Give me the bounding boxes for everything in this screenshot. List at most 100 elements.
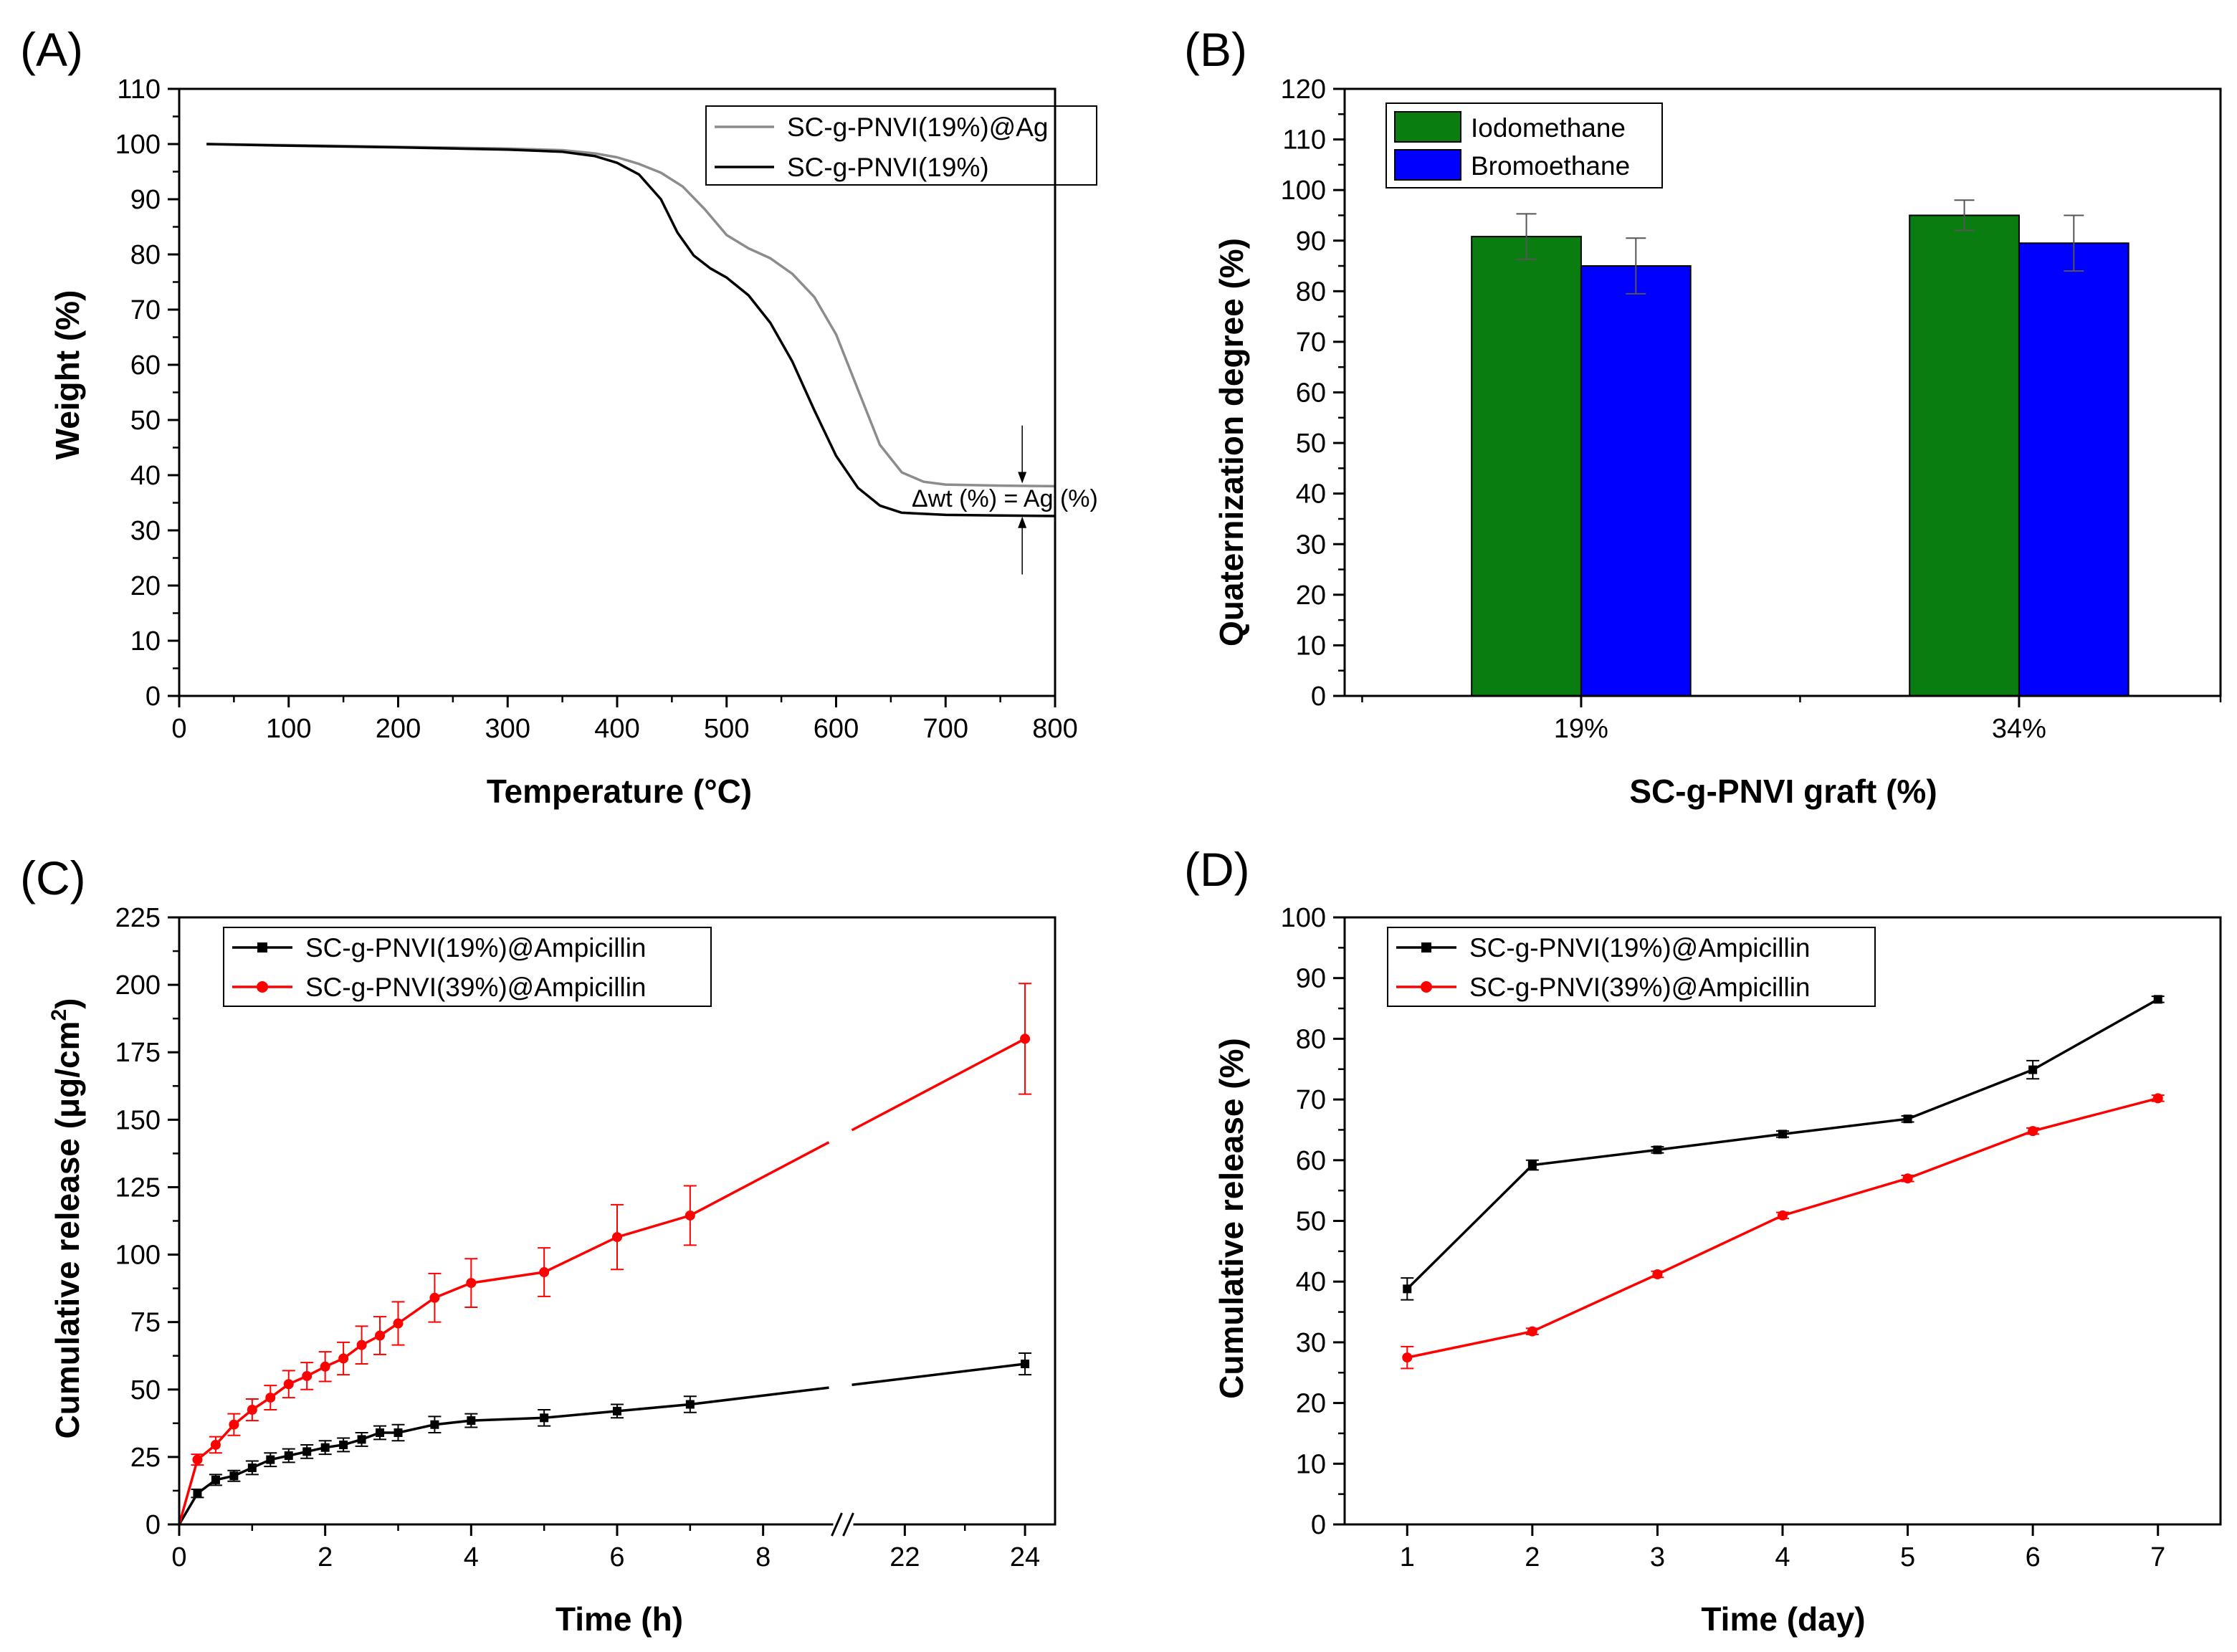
panel-a-annotation-text: Δwt (%) = Ag (%) xyxy=(912,485,1098,512)
panel-c-y-tick-label: 150 xyxy=(115,1105,161,1135)
panel-d-plot-frame xyxy=(1343,916,2222,1526)
panel-c-x-tick-label: 8 xyxy=(755,1542,771,1572)
panel-a-y-tick-label: 60 xyxy=(130,350,161,381)
panel-d-x-axis-title: Time (day) xyxy=(1701,1600,1865,1638)
panel-d-series-39-point xyxy=(1778,1210,1788,1221)
panel-d-series-19-point xyxy=(2028,1065,2038,1074)
panel-c-x-tick-label: 22 xyxy=(889,1542,920,1572)
panel-c-series-39-point xyxy=(612,1232,622,1243)
panel-c-plot-frame xyxy=(178,916,1057,1526)
panel-b-y-tick-label: 120 xyxy=(1281,75,1326,105)
panel-d-legend-label-19: SC-g-PNVI(19%)@Ampicillin xyxy=(1469,933,1811,963)
panel-c-axis-break-mark xyxy=(831,1512,843,1537)
panel-b-legend-label-bromoethane: Bromoethane xyxy=(1471,151,1630,181)
panel-a-x-tick-label: 600 xyxy=(814,714,859,744)
panel-c-series-39-point xyxy=(192,1454,203,1465)
panel-a-x-tick-label: 500 xyxy=(704,714,749,744)
panel-c-x-tick-label: 6 xyxy=(609,1542,624,1572)
panel-b-x-axis-title: SC-g-PNVI graft (%) xyxy=(1629,773,1937,810)
panel-c-series-19-point xyxy=(357,1435,366,1444)
panel-c-y-axis-title-end: ) xyxy=(49,998,86,1009)
panel-d-x-tick-label: 2 xyxy=(1525,1542,1540,1572)
panel-c-series-39-point xyxy=(375,1330,386,1341)
panel-d-y-tick-label: 90 xyxy=(1296,964,1326,994)
panel-c-series-39-point xyxy=(320,1361,330,1372)
panel-c-label: (C) xyxy=(20,851,86,904)
panel-c-y-tick-label: 25 xyxy=(130,1443,161,1473)
panel-a-label: (A) xyxy=(20,23,83,76)
panel-b-x-tick-label: 34% xyxy=(1992,714,2046,744)
panel-c-series-19-point xyxy=(229,1471,239,1481)
panel-d-series-19-point xyxy=(1527,1160,1537,1170)
panel-d-series-39-point xyxy=(1652,1269,1663,1280)
panel-c-series-19-point xyxy=(284,1451,293,1461)
panel-c-legend-box xyxy=(223,927,712,1007)
panel-c-y-tick-label: 225 xyxy=(115,903,161,933)
panel-c-series-39-point xyxy=(393,1318,404,1329)
panel-a-y-axis-title: Weight (%) xyxy=(49,290,86,460)
panel-b-y-tick-label: 10 xyxy=(1296,631,1326,661)
panel-c-x-axis-title: Time (h) xyxy=(555,1600,683,1638)
panel-c-legend: SC-g-PNVI(19%)@Ampicillin SC-g-PNVI(39%)… xyxy=(223,927,712,1007)
panel-a-y-tick-label: 100 xyxy=(115,130,161,160)
panel-c-y-axis-title-sup: 2 xyxy=(47,1009,71,1021)
panel-c-series-19-point xyxy=(393,1428,403,1438)
panel-c-series-19-point xyxy=(193,1489,202,1498)
panel-d-series-19-point xyxy=(1403,1284,1412,1294)
panel-b-y-tick-label: 110 xyxy=(1282,125,1326,156)
panel-a-x-tick-label: 300 xyxy=(485,714,530,744)
panel-c-y-tick-label: 50 xyxy=(130,1375,161,1405)
panel-b-y-tick-label: 70 xyxy=(1296,328,1326,358)
panel-d-x-tick-label: 5 xyxy=(1900,1542,1915,1572)
panel-b: (B) SC-g-PNVI graft (%) Quaternization d… xyxy=(1184,23,2222,810)
panel-b-y-tick-label: 90 xyxy=(1296,226,1326,257)
panel-d-x-tick-label: 7 xyxy=(2150,1542,2165,1572)
panel-b-legend-swatch-bromoethane xyxy=(1394,149,1461,181)
panel-d-y-tick-label: 30 xyxy=(1296,1328,1326,1358)
panel-d-legend-marker-19 xyxy=(1421,942,1431,952)
panel-a-x-axis-title: Temperature (°C) xyxy=(487,773,752,810)
panel-d-x-tick-label: 4 xyxy=(1775,1542,1790,1572)
panel-c-axis-break-mark xyxy=(842,1512,854,1537)
panel-c-series-19-point xyxy=(540,1413,549,1423)
panel-c-series-19-line-after-break xyxy=(852,1362,1026,1386)
panel-c-series-19-point xyxy=(467,1416,476,1426)
panel-c-series-19-point xyxy=(302,1447,312,1456)
panel-c-series-39-point xyxy=(338,1353,349,1364)
panel-b-bar-iodomethane xyxy=(1471,236,1582,697)
panel-c-y-axis-title-main: Cumulative release (μg/cm xyxy=(49,1021,86,1439)
panel-a-x-tick-label: 200 xyxy=(376,714,421,744)
panel-b-legend: Iodomethane Bromoethane xyxy=(1385,102,1663,188)
panel-a-series-line-1 xyxy=(206,143,1056,517)
panel-d-y-tick-label: 70 xyxy=(1296,1085,1326,1115)
panel-c-series-19-point xyxy=(430,1420,439,1429)
panel-c: (C) Time (h) Cumulative release (μg/cm2)… xyxy=(20,851,1057,1638)
panel-a-annotation-arrow-down-head xyxy=(1018,472,1027,484)
panel-b-y-tick-label: 50 xyxy=(1296,429,1326,459)
panel-a-legend-label-ag: SC-g-PNVI(19%)@Ag xyxy=(787,113,1049,142)
panel-d-series-19-point xyxy=(1653,1145,1662,1155)
panel-a-plot-frame xyxy=(178,87,1057,697)
panel-d-y-tick-label: 100 xyxy=(1281,903,1326,933)
panel-d-y-tick-label: 80 xyxy=(1296,1024,1326,1054)
panel-d-y-tick-label: 50 xyxy=(1296,1207,1326,1237)
panel-d-legend: SC-g-PNVI(19%)@Ampicillin SC-g-PNVI(39%)… xyxy=(1387,927,1876,1007)
panel-c-legend-label-39: SC-g-PNVI(39%)@Ampicillin xyxy=(305,973,647,1002)
panel-d-y-tick-label: 60 xyxy=(1296,1146,1326,1176)
panel-b-plot-frame xyxy=(1343,87,2222,697)
panel-c-series-39-point xyxy=(229,1419,239,1430)
panel-c-series-39-point xyxy=(685,1210,695,1221)
panel-c-series-39-line-after-break xyxy=(851,1037,1026,1132)
panel-c-x-tick-label: 2 xyxy=(318,1542,333,1572)
panel-c-series-39-point xyxy=(539,1267,550,1278)
panel-c-series-19-point xyxy=(613,1406,621,1415)
panel-a-y-tick-label: 70 xyxy=(130,295,161,325)
panel-a-x-tick-label: 100 xyxy=(266,714,311,744)
panel-b-legend-label-iodomethane: Iodomethane xyxy=(1471,113,1626,143)
panel-c-x-tick-label: 24 xyxy=(1010,1542,1040,1572)
panel-d-legend-marker-39 xyxy=(1421,981,1432,993)
panel-c-x-tick-label: 4 xyxy=(464,1542,479,1572)
panel-a-x-tick-label: 400 xyxy=(594,714,639,744)
panel-a-x-tick-label: 0 xyxy=(171,714,186,744)
